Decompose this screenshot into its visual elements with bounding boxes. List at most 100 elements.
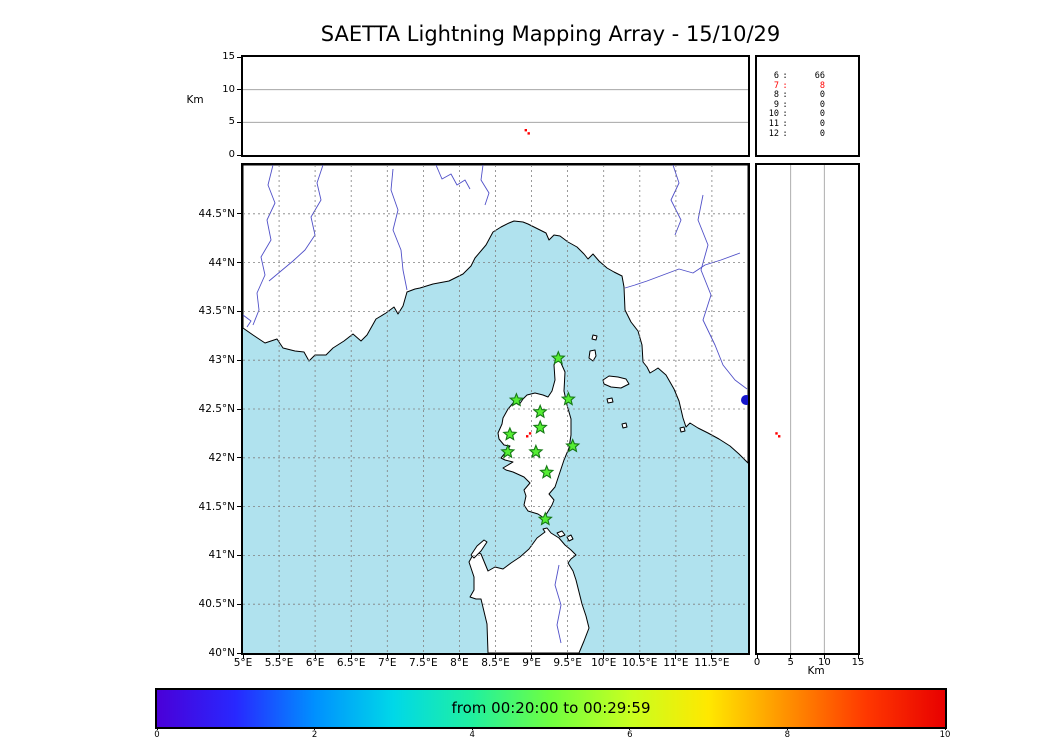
island-maddalena-2 — [566, 534, 574, 542]
lma-station-marker — [560, 391, 576, 406]
axis-tick — [458, 655, 460, 659]
altitude-axis-label: Km — [186, 94, 204, 106]
station-count-row: 11: 0 — [763, 118, 858, 130]
axis-tick — [471, 727, 473, 730]
station-count-row: 9: 0 — [763, 99, 858, 111]
lon-tick-label: 7°E — [377, 657, 397, 669]
axis-tick — [237, 121, 241, 123]
lma-station-marker — [532, 403, 548, 419]
island-maddalena — [556, 530, 566, 538]
lake-bolsena-marker — [741, 395, 748, 405]
alt-tick-label: 0 — [753, 657, 761, 668]
river-line — [480, 165, 490, 206]
lat-tick-label: 43.5°N — [198, 305, 235, 318]
axis-tick — [629, 727, 631, 730]
axis-tick — [386, 655, 388, 659]
station-count-row: 10: 0 — [763, 110, 858, 120]
alt-tick-label: 5 — [228, 116, 235, 128]
station-id: 7 — [773, 80, 779, 91]
lma-station-marker — [539, 464, 555, 479]
axis-tick — [156, 727, 158, 730]
altitude-latitude-plot — [775, 165, 825, 653]
lma-station-marker — [532, 419, 548, 434]
island-asinara — [470, 539, 488, 559]
station-id: 11 — [768, 118, 779, 129]
lat-tick-label: 43°N — [208, 354, 235, 367]
river-line — [390, 168, 408, 291]
axis-tick — [531, 655, 533, 659]
lon-tick-label: 6°E — [305, 657, 325, 669]
alt-tick-label: 15 — [222, 51, 235, 62]
lma-station-marker — [502, 426, 518, 441]
river-line — [252, 165, 276, 326]
lat-tick-label: 44.5°N — [198, 207, 235, 220]
lon-tick-label: 8°E — [450, 657, 469, 669]
lon-tick-label: 10.5°E — [622, 657, 658, 669]
river-line — [624, 252, 741, 289]
alt-tick-label: 5 — [787, 657, 794, 668]
time-colorbar: from 00:20:00 to 00:29:59 — [155, 688, 947, 729]
separator: : — [782, 109, 788, 120]
landmass-france-italy — [243, 165, 748, 464]
axis-tick — [242, 655, 244, 659]
source-count: 66 — [814, 71, 825, 81]
lat-tick-label: 41°N — [208, 549, 235, 562]
source-count: 0 — [819, 109, 825, 120]
axis-tick — [314, 655, 316, 659]
colorbar-tick-label: 10 — [939, 730, 951, 740]
lat-tick-label: 40.5°N — [198, 598, 235, 611]
lat-tick-label: 40°N — [208, 647, 235, 659]
station-count-row: 6: 66 — [763, 71, 858, 82]
station-counts-list: 6:66 7:8 8:0 9:0 10:0 11:0 12:0 — [763, 71, 858, 140]
lma-station-marker — [508, 392, 524, 407]
lma-station-marker — [565, 438, 581, 453]
right-km-axis-label: Km — [807, 665, 825, 677]
lma-station-marker — [550, 350, 566, 365]
station-counts-panel: 6:66 7:8 8:0 9:0 10:0 11:0 12:0 — [755, 55, 860, 157]
lightning-source-point — [778, 435, 781, 438]
axis-tick — [237, 652, 241, 654]
altitude-latitude-panel — [755, 163, 860, 655]
map-grid — [243, 165, 748, 653]
source-count: 0 — [819, 128, 825, 139]
axis-tick — [237, 56, 241, 58]
separator: : — [782, 99, 788, 110]
axis-tick — [237, 359, 241, 361]
station-count-row: 12: 0 — [763, 128, 858, 140]
lat-tick-label: 44°N — [208, 256, 235, 269]
colorbar-tick-label: 0 — [154, 730, 160, 740]
map-panel — [241, 163, 750, 655]
axis-tick — [237, 603, 241, 605]
river-line — [435, 165, 471, 190]
axis-tick — [237, 310, 241, 312]
landmasses — [243, 165, 748, 653]
separator: : — [782, 128, 788, 139]
lightning-source-point — [528, 432, 532, 435]
alt-tick-label: 10 — [817, 657, 831, 668]
axis-tick — [944, 727, 946, 730]
axis-tick — [790, 655, 792, 659]
axis-tick — [278, 655, 280, 659]
alt-tick-label: 0 — [228, 149, 235, 160]
source-count: 0 — [819, 118, 825, 129]
lightning-source-point — [526, 435, 529, 438]
alt-tick-label: 10 — [222, 83, 235, 95]
lightning-source-point — [775, 432, 778, 435]
station-id: 9 — [773, 99, 779, 110]
axis-tick — [237, 506, 241, 508]
colorbar-time-label: from 00:20:00 to 00:29:59 — [451, 699, 651, 717]
axis-tick — [237, 213, 241, 215]
island-capraia — [588, 349, 597, 362]
axis-tick — [314, 727, 316, 730]
station-id: 12 — [768, 128, 779, 139]
lma-station-marker — [528, 443, 544, 459]
axis-tick — [711, 655, 713, 659]
lightning-source-point — [527, 132, 530, 135]
station-count-row: 7: 8 — [763, 80, 858, 92]
map-markers — [500, 350, 581, 526]
lat-tick-label: 42°N — [208, 451, 235, 464]
separator: : — [782, 90, 788, 101]
alt-tick-label: 15 — [851, 657, 865, 668]
axis-tick — [786, 727, 788, 730]
